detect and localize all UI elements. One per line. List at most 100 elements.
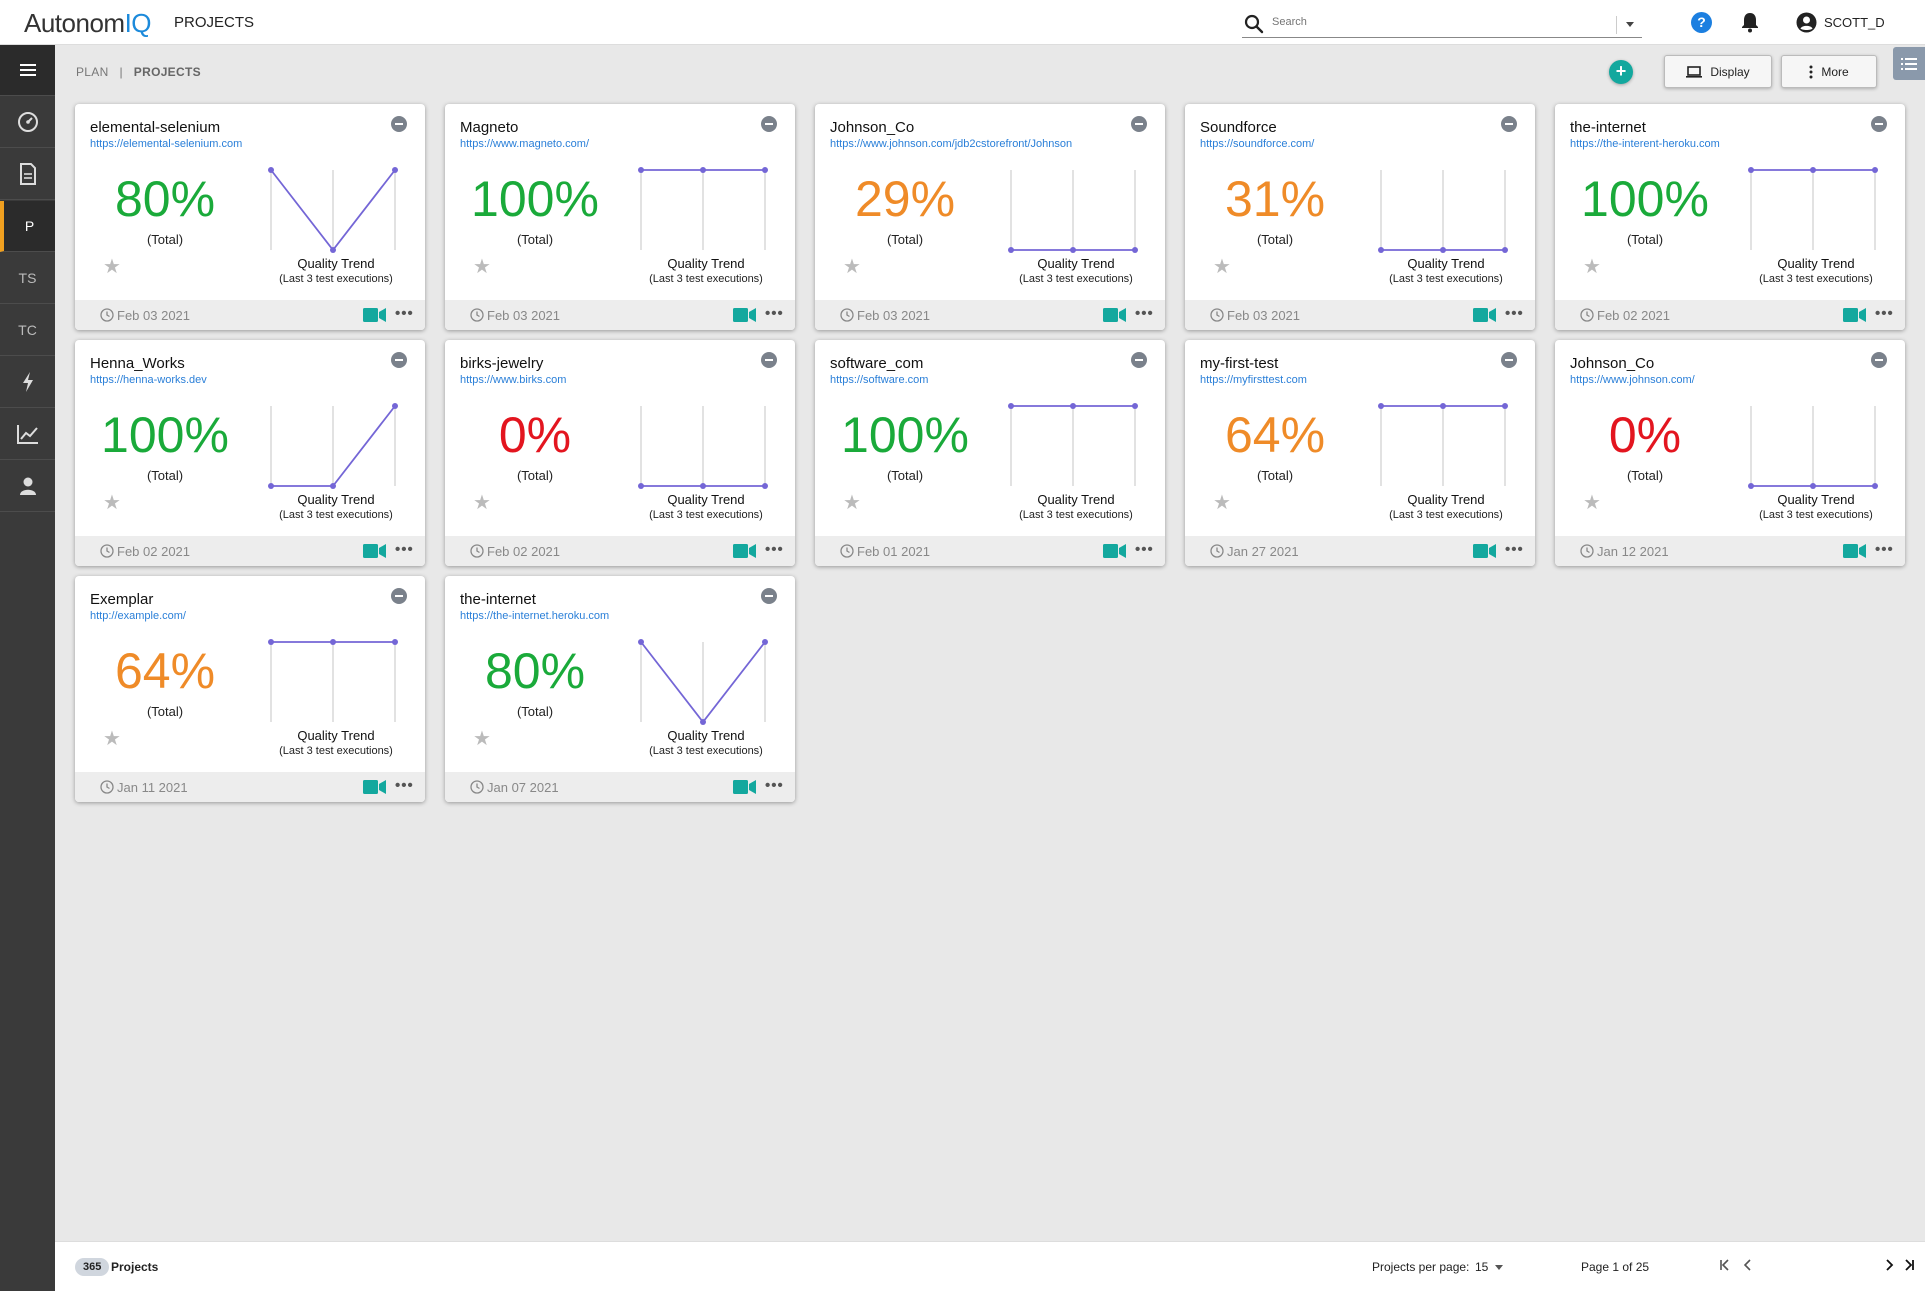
star-icon[interactable]: ★ — [103, 492, 121, 514]
remove-icon[interactable] — [1871, 352, 1887, 368]
more-options-icon[interactable]: ••• — [1875, 541, 1894, 558]
user-name[interactable]: SCOTT_D — [1824, 15, 1885, 30]
video-icon[interactable] — [733, 544, 757, 558]
project-card[interactable]: birks-jewelry https://www.birks.com 0% (Tot… — [445, 340, 795, 566]
star-icon[interactable]: ★ — [843, 256, 861, 278]
user-avatar-icon[interactable] — [1796, 12, 1817, 33]
project-url[interactable]: https://the-interent-heroku.com — [1570, 138, 1720, 150]
remove-icon[interactable] — [761, 116, 777, 132]
more-options-icon[interactable]: ••• — [395, 541, 414, 558]
video-icon[interactable] — [363, 308, 387, 322]
project-name[interactable]: Magneto — [460, 119, 519, 136]
project-card[interactable]: Soundforce https://soundforce.com/31% (Tot… — [1185, 104, 1535, 330]
project-name[interactable]: the-internet — [460, 591, 536, 608]
project-name[interactable]: Soundforce — [1200, 119, 1277, 136]
project-card[interactable]: Exemplar http://example.com/64% (Total) ★ Qu… — [75, 576, 425, 802]
more-options-icon[interactable]: ••• — [765, 305, 784, 322]
project-url[interactable]: https://the-internet.heroku.com — [460, 610, 610, 622]
remove-icon[interactable] — [1871, 116, 1887, 132]
more-options-icon[interactable]: ••• — [1505, 305, 1524, 322]
sidebar-item-users[interactable] — [0, 461, 55, 512]
project-url[interactable]: https://soundforce.com/ — [1200, 138, 1315, 150]
add-project-button[interactable]: + — [1609, 60, 1633, 84]
remove-icon[interactable] — [391, 588, 407, 604]
project-name[interactable]: the-internet — [1570, 119, 1646, 136]
video-icon[interactable] — [1473, 308, 1497, 322]
project-name[interactable]: Johnson_Co — [830, 119, 915, 136]
previous-page-icon[interactable] — [1741, 1258, 1755, 1272]
per-page-select[interactable]: 15 — [1475, 1260, 1489, 1274]
project-card[interactable]: software_com https://software.com 100% (Tot… — [815, 340, 1165, 566]
video-icon[interactable] — [363, 780, 387, 794]
star-icon[interactable]: ★ — [1213, 492, 1231, 514]
star-icon[interactable]: ★ — [1583, 256, 1601, 278]
sidebar-menu-button[interactable] — [0, 45, 55, 96]
project-card[interactable]: Henna_Works https://henna-works.dev 100% (T… — [75, 340, 425, 566]
more-button[interactable]: More — [1781, 55, 1877, 88]
project-card[interactable]: elemental-selenium https://elemental-sele… — [75, 104, 425, 330]
project-name[interactable]: birks-jewelry — [460, 355, 544, 372]
sidebar-item-documents[interactable] — [0, 149, 55, 200]
star-icon[interactable]: ★ — [473, 728, 491, 750]
sidebar-item-execution[interactable] — [0, 357, 55, 408]
more-options-icon[interactable]: ••• — [1135, 305, 1154, 322]
remove-icon[interactable] — [761, 352, 777, 368]
notification-bell-icon[interactable] — [1740, 11, 1760, 33]
remove-icon[interactable] — [1131, 352, 1147, 368]
project-url[interactable]: https://henna-works.dev — [90, 374, 207, 386]
sidebar-item-test-suites[interactable]: TS — [0, 253, 55, 304]
project-name[interactable]: Johnson_Co — [1570, 355, 1655, 372]
project-name[interactable]: my-first-test — [1200, 355, 1279, 372]
video-icon[interactable] — [1103, 308, 1127, 322]
app-logo[interactable]: AutonomIQ — [24, 8, 152, 39]
project-card[interactable]: my-first-test https://myfirsttest.com 64% (… — [1185, 340, 1535, 566]
star-icon[interactable]: ★ — [843, 492, 861, 514]
help-icon[interactable]: ? — [1691, 12, 1712, 33]
last-page-icon[interactable] — [1902, 1258, 1916, 1272]
more-options-icon[interactable]: ••• — [395, 777, 414, 794]
display-button[interactable]: Display — [1664, 55, 1772, 88]
more-options-icon[interactable]: ••• — [395, 305, 414, 322]
project-name[interactable]: Henna_Works — [90, 355, 185, 372]
project-card[interactable]: the-internet https://the-internet.heroku.… — [445, 576, 795, 802]
project-name[interactable]: software_com — [830, 355, 924, 372]
more-options-icon[interactable]: ••• — [765, 777, 784, 794]
star-icon[interactable]: ★ — [473, 256, 491, 278]
sidebar-item-projects[interactable]: P — [0, 201, 55, 252]
video-icon[interactable] — [1843, 308, 1867, 322]
more-options-icon[interactable]: ••• — [765, 541, 784, 558]
project-card[interactable]: Johnson_Co https://www.johnson.com/jdb2cs… — [815, 104, 1165, 330]
project-name[interactable]: Exemplar — [90, 591, 154, 608]
video-icon[interactable] — [1473, 544, 1497, 558]
video-icon[interactable] — [733, 780, 757, 794]
first-page-icon[interactable] — [1718, 1258, 1732, 1272]
remove-icon[interactable] — [391, 352, 407, 368]
remove-icon[interactable] — [761, 588, 777, 604]
project-name[interactable]: elemental-selenium — [90, 119, 221, 136]
list-view-toggle[interactable] — [1893, 47, 1925, 80]
breadcrumb-plan[interactable]: PLAN — [76, 65, 109, 79]
sidebar-item-reports[interactable] — [0, 409, 55, 460]
project-url[interactable]: https://www.birks.com — [460, 374, 567, 386]
star-icon[interactable]: ★ — [103, 728, 121, 750]
project-url[interactable]: https://software.com — [830, 374, 929, 386]
project-url[interactable]: https://www.johnson.com/jdb2cstorefront/… — [830, 138, 1073, 150]
sidebar-item-test-cases[interactable]: TC — [0, 305, 55, 356]
remove-icon[interactable] — [1131, 116, 1147, 132]
video-icon[interactable] — [1843, 544, 1867, 558]
project-url[interactable]: https://elemental-selenium.com — [90, 138, 243, 150]
star-icon[interactable]: ★ — [103, 256, 121, 278]
project-url[interactable]: http://example.com/ — [90, 610, 186, 622]
more-options-icon[interactable]: ••• — [1135, 541, 1154, 558]
project-url[interactable]: https://www.johnson.com/ — [1570, 374, 1695, 386]
project-card[interactable]: the-internet https://the-interent-heroku.… — [1555, 104, 1905, 330]
per-page-dropdown-icon[interactable] — [1495, 1265, 1503, 1270]
project-card[interactable]: Magneto https://www.magneto.com/100% (Tota… — [445, 104, 795, 330]
more-options-icon[interactable]: ••• — [1505, 541, 1524, 558]
video-icon[interactable] — [363, 544, 387, 558]
remove-icon[interactable] — [1501, 352, 1517, 368]
search-input[interactable] — [1272, 16, 1602, 28]
project-url[interactable]: https://myfirsttest.com — [1200, 374, 1307, 386]
project-url[interactable]: https://www.magneto.com/ — [460, 138, 589, 150]
video-icon[interactable] — [733, 308, 757, 322]
